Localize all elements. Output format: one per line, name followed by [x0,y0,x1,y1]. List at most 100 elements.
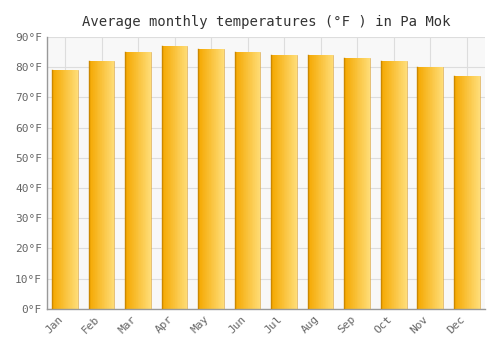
Bar [70,70,71,309]
Bar [422,67,423,309]
Bar [363,58,364,309]
Bar [146,52,147,309]
Bar [183,46,184,309]
Bar [216,49,217,309]
Bar [277,55,278,309]
Bar [147,52,148,309]
Bar [248,52,249,309]
Bar [393,61,394,309]
Bar [258,52,259,309]
Bar [292,55,293,309]
Bar [202,49,203,309]
Bar [204,49,205,309]
Bar [106,61,108,309]
Bar [459,76,460,309]
Bar [351,58,352,309]
Bar [210,49,211,309]
Bar [200,49,201,309]
Bar [238,52,240,309]
Bar [222,49,224,309]
Bar [240,52,242,309]
Bar [220,49,222,309]
Bar [97,61,98,309]
Bar [131,52,132,309]
Bar [424,67,425,309]
Bar [364,58,365,309]
Bar [352,58,354,309]
Bar [328,55,329,309]
Bar [438,67,439,309]
Bar [252,52,253,309]
Bar [425,67,426,309]
Bar [439,67,440,309]
Bar [309,55,310,309]
Bar [441,67,442,309]
Bar [68,70,69,309]
Bar [148,52,149,309]
Bar [112,61,113,309]
Bar [145,52,146,309]
Bar [62,70,63,309]
Bar [315,55,316,309]
Bar [74,70,76,309]
Bar [242,52,243,309]
Bar [433,67,434,309]
Bar [171,46,172,309]
Bar [186,46,187,309]
Bar [440,67,441,309]
Bar [458,76,459,309]
Bar [201,49,202,309]
Bar [344,58,345,309]
Bar [426,67,427,309]
Bar [284,55,285,309]
Bar [105,61,106,309]
Bar [477,76,478,309]
Bar [150,52,151,309]
Bar [479,76,480,309]
Bar [174,46,176,309]
Bar [100,61,101,309]
Bar [66,70,67,309]
Bar [69,70,70,309]
Bar [144,52,145,309]
Bar [103,61,104,309]
Bar [474,76,475,309]
Bar [381,61,382,309]
Bar [130,52,131,309]
Bar [354,58,356,309]
Bar [215,49,216,309]
Bar [368,58,370,309]
Bar [330,55,331,309]
Bar [471,76,472,309]
Bar [420,67,422,309]
Bar [58,70,59,309]
Bar [218,49,219,309]
Bar [325,55,326,309]
Bar [461,76,462,309]
Bar [472,76,473,309]
Bar [180,46,181,309]
Bar [468,76,469,309]
Bar [205,49,206,309]
Bar [92,61,94,309]
Bar [361,58,362,309]
Bar [179,46,180,309]
Bar [90,61,91,309]
Bar [247,52,248,309]
Bar [346,58,347,309]
Bar [209,49,210,309]
Bar [177,46,178,309]
Bar [163,46,164,309]
Bar [392,61,393,309]
Bar [358,58,359,309]
Bar [168,46,169,309]
Bar [172,46,174,309]
Bar [383,61,384,309]
Bar [430,67,431,309]
Bar [246,52,247,309]
Bar [253,52,254,309]
Bar [243,52,244,309]
Bar [176,46,177,309]
Bar [462,76,463,309]
Bar [312,55,313,309]
